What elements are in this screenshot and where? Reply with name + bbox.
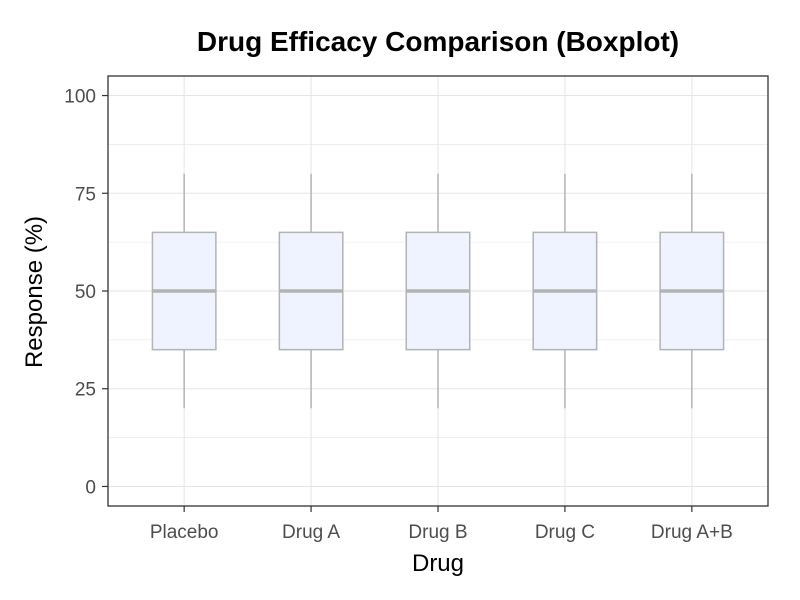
x-tick-label: Placebo	[150, 522, 219, 543]
axes: 0 25 50 75 100 Placebo Drug A Drug B Drug C Drug …	[64, 87, 732, 543]
x-axis-title: Drug	[411, 550, 465, 577]
y-tick-label: 25	[75, 380, 96, 401]
y-tick-label: 50	[75, 282, 96, 303]
x-tick-label: Drug A	[282, 522, 340, 543]
y-tick-label: 0	[85, 477, 96, 498]
chart-title: Drug Efficacy Comparison (Boxplot)	[196, 26, 680, 57]
box-drug-b	[405, 173, 471, 409]
x-tick-label: Drug A+B	[651, 522, 733, 543]
x-tick-label: Drug B	[408, 522, 467, 543]
box-drug-c	[532, 173, 598, 409]
box-placebo	[151, 173, 217, 409]
x-tick-label: Drug C	[535, 522, 595, 543]
boxes	[151, 173, 725, 409]
box-drug-a-b	[659, 173, 725, 409]
box-drug-a	[278, 173, 344, 409]
y-tick-label: 75	[75, 184, 96, 205]
y-tick-label: 100	[64, 87, 96, 108]
